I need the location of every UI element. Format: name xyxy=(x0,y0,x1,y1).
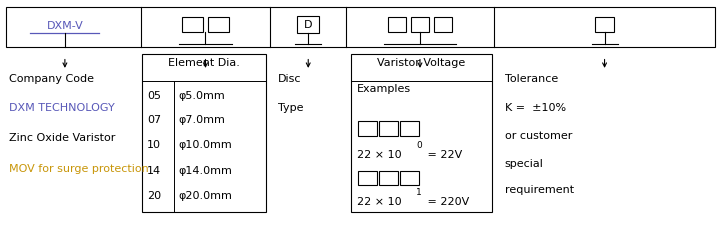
Text: 14: 14 xyxy=(147,166,162,176)
Text: 05: 05 xyxy=(147,91,161,101)
Text: = 220V: = 220V xyxy=(424,197,469,207)
Text: φ20.0mm: φ20.0mm xyxy=(179,191,233,201)
Text: 22 × 10: 22 × 10 xyxy=(357,197,402,207)
Text: Company Code: Company Code xyxy=(9,74,94,84)
Bar xyxy=(596,17,614,32)
Text: Examples: Examples xyxy=(357,84,411,94)
Text: φ5.0mm: φ5.0mm xyxy=(179,91,226,101)
Text: 0: 0 xyxy=(416,141,422,150)
Bar xyxy=(400,171,419,185)
Bar xyxy=(388,17,407,32)
Text: or customer: or customer xyxy=(505,131,572,141)
Text: 2: 2 xyxy=(364,124,371,134)
Bar xyxy=(351,54,492,212)
Text: φ14.0mm: φ14.0mm xyxy=(179,166,233,176)
Bar xyxy=(297,16,319,33)
Bar xyxy=(6,7,715,47)
Text: Element Dia.: Element Dia. xyxy=(168,58,240,68)
Text: 2: 2 xyxy=(385,173,392,183)
Text: 2: 2 xyxy=(385,124,392,134)
Bar xyxy=(358,171,377,185)
Text: 0: 0 xyxy=(406,124,413,134)
Bar xyxy=(358,121,377,136)
Text: 22 × 10: 22 × 10 xyxy=(357,150,402,160)
Text: requirement: requirement xyxy=(505,185,574,195)
Text: 1: 1 xyxy=(416,188,422,197)
Bar xyxy=(142,54,266,212)
Text: 1: 1 xyxy=(406,173,413,183)
Text: φ7.0mm: φ7.0mm xyxy=(179,115,226,125)
Bar xyxy=(182,17,203,32)
Text: 10: 10 xyxy=(147,140,161,150)
Text: 2: 2 xyxy=(364,173,371,183)
Bar xyxy=(411,17,430,32)
Text: MOV for surge protection: MOV for surge protection xyxy=(9,164,149,174)
Text: Disc: Disc xyxy=(278,74,301,84)
Bar xyxy=(208,17,229,32)
Text: Zinc Oxide Varistor: Zinc Oxide Varistor xyxy=(9,133,115,143)
Text: D: D xyxy=(304,20,312,30)
Text: φ10.0mm: φ10.0mm xyxy=(179,140,233,150)
Text: Type: Type xyxy=(278,103,303,113)
Text: = 22V: = 22V xyxy=(424,150,462,160)
Text: Tolerance: Tolerance xyxy=(505,74,558,84)
Text: 20: 20 xyxy=(147,191,162,201)
Text: K =  ±10%: K = ±10% xyxy=(505,103,566,113)
Bar xyxy=(379,121,398,136)
Text: 07: 07 xyxy=(147,115,162,125)
Text: DXM TECHNOLOGY: DXM TECHNOLOGY xyxy=(9,103,115,113)
Bar xyxy=(400,121,419,136)
Bar xyxy=(433,17,453,32)
Text: special: special xyxy=(505,159,544,169)
Bar xyxy=(379,171,398,185)
Text: DXM-V: DXM-V xyxy=(47,21,83,31)
Text: Varistor Voltage: Varistor Voltage xyxy=(377,58,466,68)
